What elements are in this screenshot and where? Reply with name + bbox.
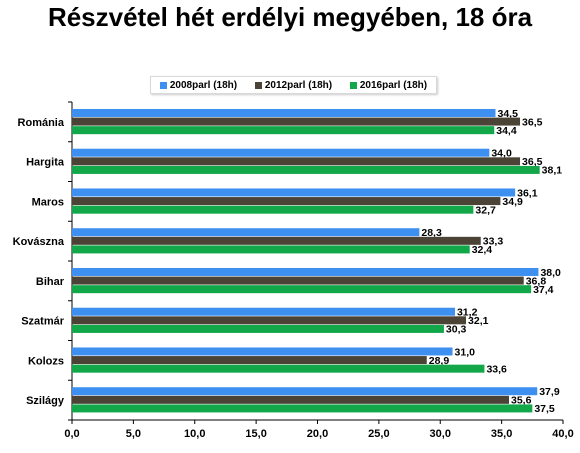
- legend-label-2016: 2016parl (18h): [359, 79, 428, 91]
- bar: [72, 117, 521, 126]
- data-label: 33,3: [483, 236, 504, 248]
- bar: [72, 267, 539, 276]
- x-tick-label: 10,0: [184, 428, 205, 440]
- data-label: 35,6: [511, 395, 532, 407]
- data-label: 36,1: [517, 187, 538, 199]
- x-tick-label: 20,0: [307, 428, 328, 440]
- data-label: 33,6: [486, 363, 507, 375]
- x-tick-label: 0,0: [64, 428, 79, 440]
- chart-legend: 2008parl (18h) 2012parl (18h) 2016parl (…: [150, 76, 437, 94]
- bar: [72, 108, 496, 117]
- bar: [72, 307, 455, 316]
- category-label: Kovászna: [13, 236, 65, 248]
- data-label: 34,4: [496, 125, 517, 137]
- bar: [72, 404, 533, 413]
- data-label: 31,0: [455, 346, 476, 358]
- bar: [72, 236, 481, 245]
- bar: [72, 197, 501, 206]
- data-label: 38,1: [542, 165, 563, 177]
- data-label: 37,5: [534, 403, 555, 415]
- bar: [72, 285, 532, 294]
- data-label: 28,9: [429, 355, 450, 367]
- data-label: 28,3: [421, 227, 442, 239]
- data-label: 32,1: [468, 315, 489, 327]
- data-label: 34,9: [502, 196, 523, 208]
- legend-label-2008: 2008parl (18h): [169, 79, 238, 91]
- legend-item-2016: 2016parl (18h): [349, 79, 428, 91]
- legend-swatch-2016: [349, 81, 357, 89]
- bar: [72, 205, 474, 214]
- data-label: 37,4: [533, 284, 554, 296]
- category-label: Hargita: [26, 157, 65, 169]
- bar: [72, 188, 516, 197]
- x-tick-label: 30,0: [430, 428, 451, 440]
- x-tick-label: 25,0: [368, 428, 389, 440]
- x-tick-label: 35,0: [491, 428, 512, 440]
- data-label: 36,5: [522, 156, 543, 168]
- bar: [72, 228, 420, 237]
- bar: [72, 364, 485, 373]
- legend-item-2012: 2012parl (18h): [254, 79, 333, 91]
- bar: [72, 126, 495, 135]
- bar: [72, 245, 470, 254]
- data-label: 30,3: [446, 324, 467, 336]
- bar: [72, 276, 524, 285]
- data-label: 31,2: [457, 307, 478, 319]
- bar: [72, 157, 521, 166]
- bar: [72, 347, 453, 356]
- data-label: 32,7: [475, 204, 496, 216]
- x-tick-label: 15,0: [245, 428, 266, 440]
- bar: [72, 387, 538, 396]
- bar: [72, 148, 490, 157]
- data-label: 34,0: [491, 148, 512, 160]
- bar: [72, 356, 427, 365]
- category-label: Románia: [18, 117, 65, 129]
- bar: [72, 316, 467, 325]
- data-label: 34,5: [497, 108, 518, 120]
- category-label: Szilágy: [26, 395, 65, 407]
- category-label: Bihar: [36, 276, 65, 288]
- category-label: Kolozs: [28, 355, 64, 367]
- data-label: 32,4: [472, 244, 493, 256]
- category-label: Szatmár: [21, 316, 65, 328]
- data-label: 37,9: [539, 386, 560, 398]
- x-tick-label: 40,0: [552, 428, 573, 440]
- bar: [72, 395, 509, 404]
- category-label: Maros: [32, 196, 64, 208]
- bar: [72, 165, 540, 174]
- bar: [72, 324, 444, 333]
- legend-label-2012: 2012parl (18h): [264, 79, 333, 91]
- chart-title: Részvétel hét erdélyi megyében, 18 óra: [47, 2, 533, 32]
- legend-item-2008: 2008parl (18h): [159, 79, 238, 91]
- data-label: 36,8: [526, 275, 547, 287]
- legend-swatch-2012: [254, 81, 262, 89]
- data-label: 36,5: [522, 116, 543, 128]
- legend-swatch-2008: [159, 81, 167, 89]
- x-tick-label: 5,0: [126, 428, 141, 440]
- data-label: 38,0: [540, 267, 561, 279]
